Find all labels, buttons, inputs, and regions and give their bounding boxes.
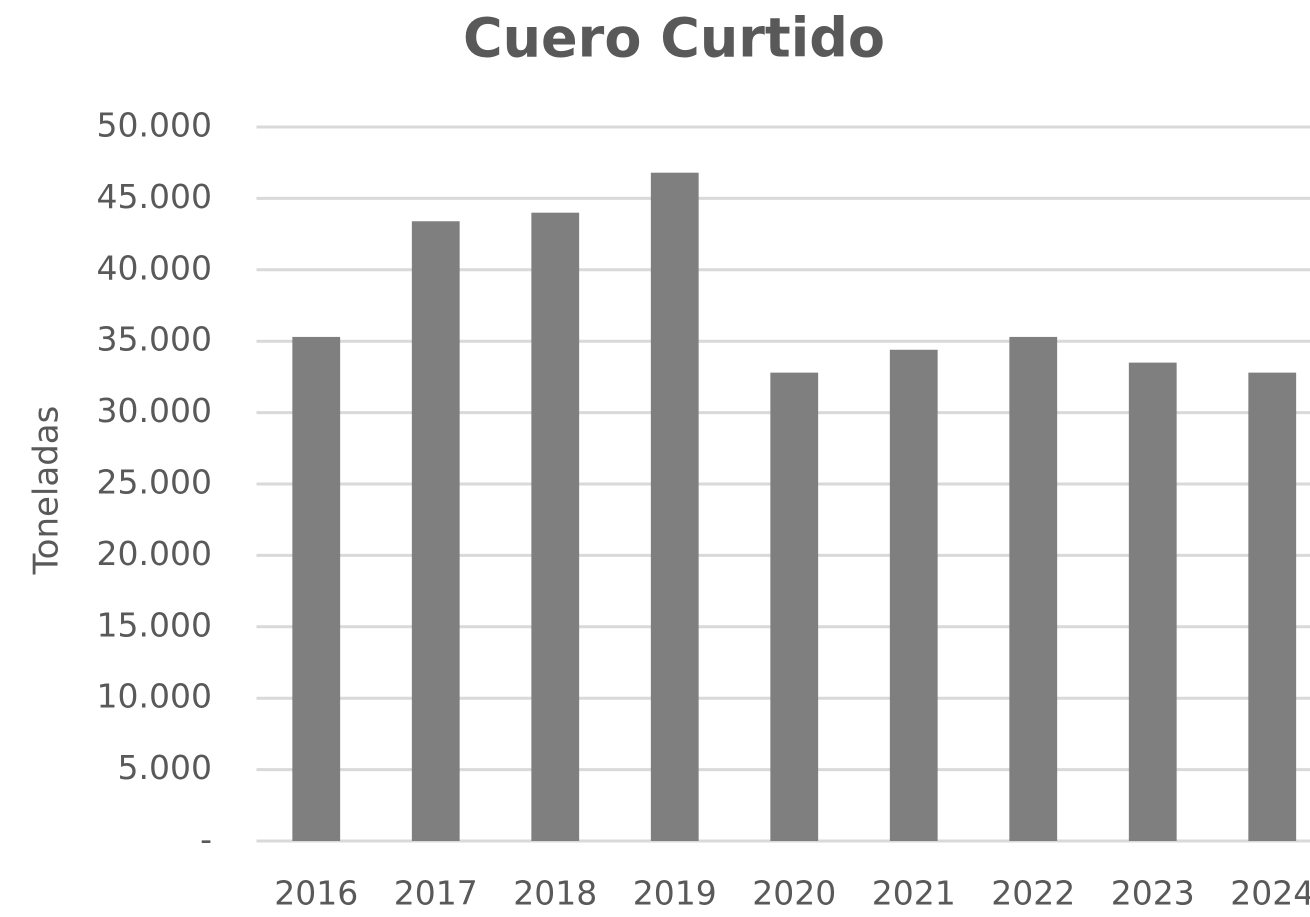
bar <box>889 349 938 841</box>
y-tick-label: 5.000 <box>118 748 212 787</box>
x-tick-label: 2024 <box>1230 874 1310 913</box>
x-tick-label: 2018 <box>513 874 597 913</box>
x-tick-label: 2019 <box>633 874 717 913</box>
bar <box>292 336 341 841</box>
x-tick-label: 2022 <box>991 874 1075 913</box>
y-axis-title: Toneladas <box>27 406 67 576</box>
y-tick-label: 30.000 <box>97 391 212 430</box>
bar <box>650 172 699 842</box>
x-tick-label: 2021 <box>872 874 956 913</box>
bar <box>411 221 460 842</box>
y-tick-label: 15.000 <box>97 605 212 644</box>
x-tick-label: 2023 <box>1111 874 1195 913</box>
y-tick-label: 10.000 <box>97 677 212 716</box>
x-tick-label: 2017 <box>394 874 478 913</box>
x-tick-label: 2020 <box>752 874 836 913</box>
y-tick-label: 40.000 <box>97 248 212 287</box>
y-tick-label: 35.000 <box>97 320 212 359</box>
bar <box>1128 362 1177 841</box>
bar <box>531 212 580 841</box>
y-tick-label: 25.000 <box>97 463 212 502</box>
x-tick-label: 2016 <box>274 874 358 913</box>
y-tick-label: 20.000 <box>97 534 212 573</box>
y-tick-label: 50.000 <box>97 106 212 145</box>
bar <box>1248 372 1297 841</box>
bar <box>1009 336 1058 841</box>
bar <box>770 372 819 841</box>
chart-title: Cuero Curtido <box>463 7 885 70</box>
y-tick-label: 45.000 <box>97 177 212 216</box>
y-tick-label: - <box>200 820 212 859</box>
